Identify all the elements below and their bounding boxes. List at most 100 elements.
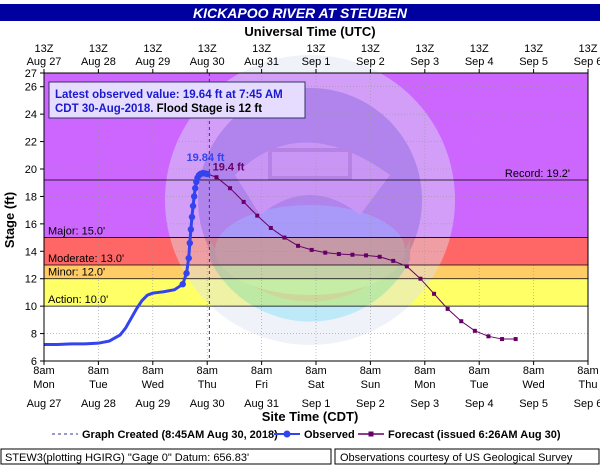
forecast-point [500, 337, 505, 342]
top-tick-date: Aug 29 [135, 56, 170, 68]
bottom-tick-date: Sep 3 [410, 398, 439, 410]
forecast-point [296, 243, 301, 248]
bottom-tick-time: 8am [414, 365, 435, 377]
bottom-tick-date: Aug 29 [135, 398, 170, 410]
threshold-label: Major: 15.0' [48, 226, 105, 238]
forecast-point [268, 225, 273, 230]
forecast-point [228, 186, 233, 191]
bottom-tick-date: Sep 4 [465, 398, 494, 410]
bottom-tick-date: Aug 27 [27, 398, 62, 410]
observed-point [189, 202, 197, 210]
forecast-point [418, 276, 423, 281]
forecast-series [207, 173, 518, 342]
bottom-tick-time: 8am [33, 365, 54, 377]
bottom-tick-date: Aug 31 [244, 398, 279, 410]
bottom-tick-day: Mon [414, 379, 435, 391]
bottom-tick-day: Thu [579, 379, 598, 391]
footer-right-box [334, 448, 600, 465]
threshold-label: Action: 10.0' [48, 294, 108, 306]
bottom-tick-day: Wed [522, 379, 544, 391]
forecast-point [309, 247, 314, 252]
bottom-tick-time: 8am [305, 365, 326, 377]
top-tick-date: Sep 4 [465, 56, 494, 68]
y-tick-label: 6 [31, 356, 37, 368]
flood-bands [44, 73, 588, 307]
legend-observed-marker [283, 430, 291, 438]
bottom-tick-day: Tue [89, 379, 108, 391]
flood-stage-text: Flood Stage is 12 ft [153, 103, 262, 115]
latest-value-date: CDT 30-Aug-2018. [55, 103, 153, 115]
top-tick-time: 13Z [524, 43, 543, 55]
axis-ticks [40, 69, 589, 365]
x-axis-label: Site Time (CDT) [262, 409, 359, 424]
title-bar [0, 4, 600, 21]
observed-peak-label: 19.84 ft [187, 152, 225, 164]
bottom-tick-day: Sat [308, 379, 325, 391]
y-tick-label: 20 [25, 164, 37, 176]
observed-point [188, 213, 196, 221]
top-tick-time: 13Z [307, 43, 326, 55]
top-axis-label: Universal Time (UTC) [244, 24, 375, 39]
threshold-label: Record: 19.2' [505, 168, 570, 180]
y-tick-label: 24 [25, 109, 37, 121]
observed-point [192, 185, 199, 192]
top-tick-time: 13Z [579, 43, 598, 55]
bottom-tick-day: Thu [198, 379, 217, 391]
bottom-tick-date: Aug 30 [190, 398, 225, 410]
forecast-point [350, 252, 355, 257]
y-tick-label: 12 [25, 274, 37, 286]
plot-area: Action: 10.0' Minor: 12.0' Moderate: 13.0'… [40, 55, 589, 365]
forecast-point [241, 199, 246, 204]
bottom-tick-day: Sun [361, 379, 381, 391]
forecast-point [336, 252, 341, 257]
forecast-point [282, 235, 287, 240]
observed-point [179, 281, 186, 288]
forecast-point [377, 254, 382, 259]
forecast-point [364, 253, 369, 258]
bottom-tick-date: Sep 5 [519, 398, 548, 410]
y-tick-label: 10 [25, 301, 37, 313]
latest-value-line1: Latest observed value: 19.64 ft at 7:45 … [55, 89, 283, 101]
y-axis-label: Stage (ft) [2, 192, 17, 248]
observed-point [186, 239, 193, 247]
bottom-tick-day: Fri [255, 379, 268, 391]
y-tick-label: 26 [25, 82, 37, 94]
top-tick-date: Sep 1 [302, 56, 331, 68]
footer-left-box [0, 448, 332, 465]
latest-value-box: Latest observed value: 19.64 ft at 7:45 … [48, 81, 306, 119]
observed-point [185, 254, 192, 262]
top-tick-time: 13Z [198, 43, 217, 55]
legend-observed: Observed [304, 429, 355, 441]
forecast-point [391, 258, 396, 263]
forecast-point [323, 250, 328, 255]
top-tick-time: 13Z [415, 43, 434, 55]
chart-title: KICKAPOO RIVER AT STEUBEN [193, 5, 408, 21]
top-tick-time: 13Z [252, 43, 271, 55]
bottom-tick-date: Aug 28 [81, 398, 116, 410]
threshold-label: Minor: 12.0' [48, 267, 105, 279]
forecast-point [255, 213, 260, 218]
forecast-point [472, 328, 477, 333]
top-tick-date: Sep 6 [574, 56, 600, 68]
y-tick-label: 8 [31, 329, 37, 341]
forecast-point [214, 175, 219, 180]
observed-point [183, 270, 190, 277]
bottom-tick-time: 8am [360, 365, 381, 377]
top-tick-date: Aug 28 [81, 56, 116, 68]
observed-point [190, 193, 198, 200]
bottom-tick-date: Sep 1 [302, 398, 331, 410]
observed-point [204, 170, 211, 178]
observed-series [44, 169, 211, 347]
bottom-tick-time: 8am [577, 365, 598, 377]
bottom-tick-time: 8am [196, 365, 217, 377]
forecast-point [432, 291, 437, 296]
footer-datum: STEW3(plotting HGIRG) "Gage 0" Datum: 65… [5, 452, 249, 464]
top-tick-date: Sep 2 [356, 56, 385, 68]
legend-forecast-marker [368, 431, 374, 437]
bottom-tick-day: Wed [142, 379, 164, 391]
top-tick-date: Sep 5 [519, 56, 548, 68]
bottom-tick-time: 8am [88, 365, 109, 377]
footer-courtesy: Observations courtesy of US Geological S… [340, 452, 573, 464]
top-tick-date: Sep 3 [410, 56, 439, 68]
observed-point [187, 226, 195, 233]
